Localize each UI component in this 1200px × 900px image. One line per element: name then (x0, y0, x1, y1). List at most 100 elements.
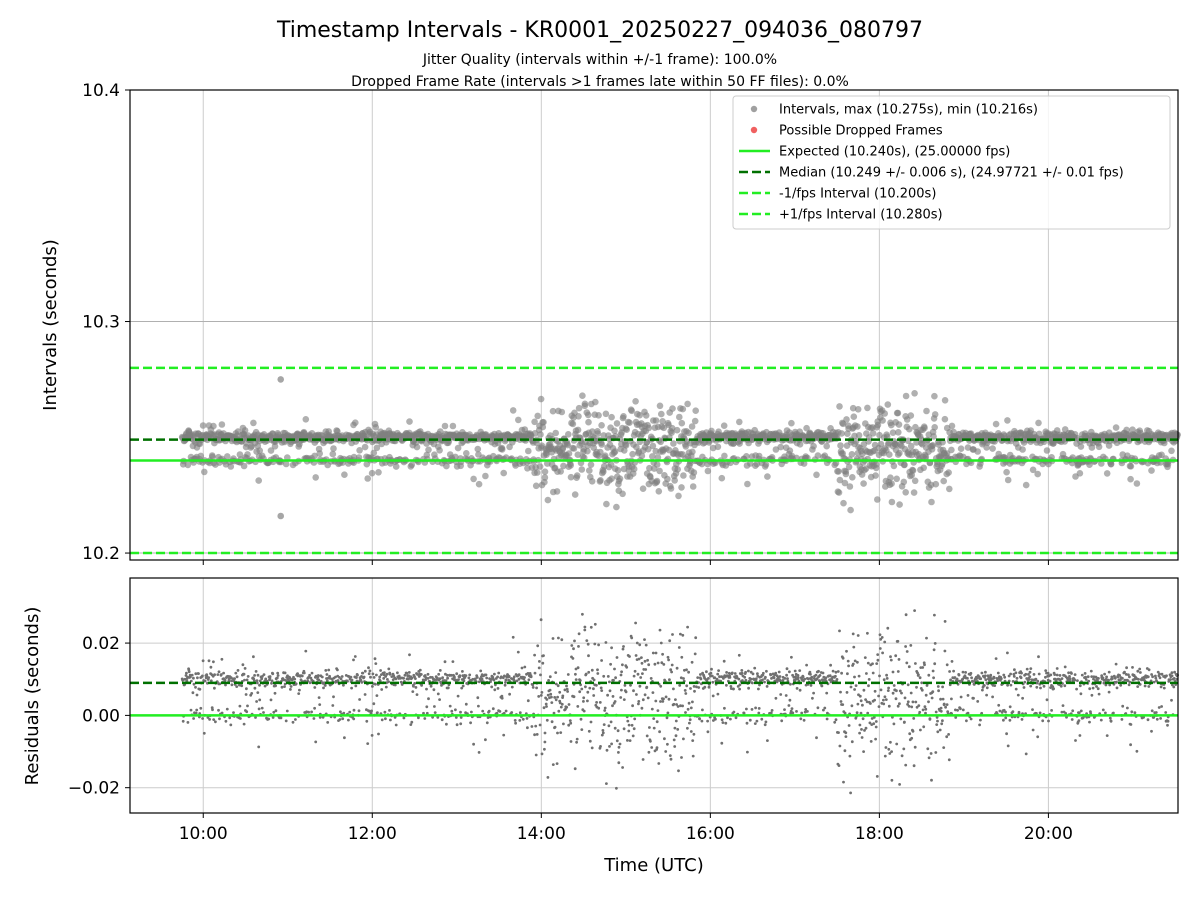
residual-point (336, 668, 339, 672)
residual-point (218, 717, 221, 721)
residual-point (416, 673, 419, 676)
residual-point (885, 673, 888, 677)
residual-point (802, 718, 806, 722)
residual-point (892, 722, 896, 726)
interval-point (256, 447, 264, 454)
interval-point (718, 474, 726, 482)
interval-point (1019, 446, 1026, 453)
residual-point (334, 675, 337, 679)
residual-point (318, 703, 322, 706)
residual-point (1068, 677, 1072, 681)
residual-point (617, 751, 620, 754)
residual-point (548, 688, 552, 692)
residual-point (408, 653, 411, 657)
residual-point (864, 726, 868, 730)
residual-point (891, 691, 895, 695)
residual-point (457, 678, 460, 681)
interval-point (1077, 443, 1085, 450)
residual-point (1108, 683, 1112, 687)
residual-point (447, 683, 451, 687)
residual-point (674, 734, 678, 738)
residual-point (515, 679, 519, 683)
residual-point (717, 669, 720, 672)
residual-point (692, 732, 696, 736)
residual-point (933, 662, 937, 666)
interval-point (1035, 430, 1043, 438)
residual-point (677, 646, 681, 649)
interval-point (844, 430, 851, 438)
residual-point (875, 662, 879, 665)
residual-point (754, 706, 757, 710)
residual-point (706, 719, 709, 723)
residual-point (930, 696, 934, 700)
residual-point (487, 709, 491, 713)
residual-point (260, 706, 264, 710)
residual-point (557, 709, 561, 713)
residual-point (734, 716, 738, 720)
residual-point (936, 685, 940, 688)
residual-point (436, 676, 439, 680)
residual-point (845, 691, 849, 694)
interval-point (652, 417, 660, 424)
residual-point (514, 721, 517, 725)
residual-point (1078, 684, 1082, 688)
residual-point (1077, 719, 1081, 722)
residual-point (931, 690, 935, 694)
residual-point (681, 633, 685, 637)
residual-point (396, 671, 399, 675)
residual-point (415, 693, 419, 696)
residual-point (202, 731, 206, 735)
interval-point (250, 419, 257, 427)
residual-point (380, 718, 384, 722)
residual-point (1170, 671, 1174, 675)
interval-point (940, 477, 947, 485)
residual-point (636, 672, 640, 676)
residual-point (494, 683, 497, 687)
residual-point (538, 660, 541, 663)
residual-point (276, 671, 280, 675)
residual-point (903, 720, 906, 724)
residual-point (459, 710, 462, 714)
residual-point (856, 634, 860, 637)
residual-point (538, 723, 542, 727)
residual-point (846, 659, 850, 663)
residual-point (561, 694, 565, 698)
residual-point (1119, 678, 1122, 682)
interval-point (777, 443, 784, 451)
residual-point (284, 679, 288, 682)
residual-point (944, 705, 947, 709)
residual-point (855, 711, 859, 715)
interval-point (541, 474, 549, 481)
interval-point (613, 420, 621, 427)
residual-point (567, 703, 571, 706)
residual-point (422, 711, 425, 715)
residual-point (812, 691, 815, 695)
residual-point (1005, 732, 1008, 736)
residual-point (537, 695, 541, 698)
residual-point (1014, 671, 1018, 675)
residual-point (573, 767, 577, 771)
residual-point (328, 674, 331, 678)
residual-point (1029, 667, 1033, 670)
residual-point (1129, 723, 1133, 726)
residual-point (980, 671, 984, 675)
residual-point (581, 612, 584, 616)
residual-point (589, 625, 593, 629)
residual-point (1092, 677, 1095, 681)
residual-point (854, 684, 858, 687)
residual-point (711, 680, 715, 684)
residual-point (536, 644, 540, 648)
residual-point (726, 716, 729, 720)
residual-point (872, 722, 876, 726)
interval-point (909, 467, 917, 474)
residual-point (240, 684, 244, 688)
residual-point (578, 679, 582, 682)
residual-point (299, 678, 303, 682)
interval-point (537, 431, 544, 438)
residual-point (865, 672, 868, 675)
residual-point (1049, 673, 1053, 677)
residual-point (551, 637, 555, 640)
interval-point (613, 503, 620, 511)
residual-point (728, 676, 732, 679)
residual-point (989, 673, 993, 677)
